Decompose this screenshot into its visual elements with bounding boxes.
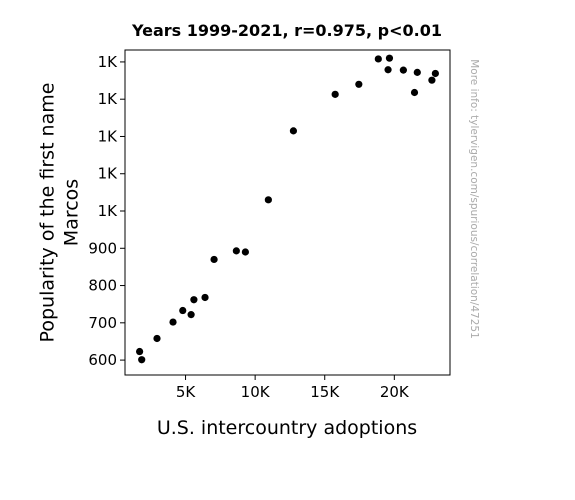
- data-point: [210, 255, 218, 264]
- y-tick-label: 1K: [98, 165, 119, 183]
- y-tick-label: 600: [88, 351, 117, 369]
- x-tick-label: 15K: [310, 383, 340, 401]
- data-point: [187, 311, 195, 319]
- y-tick-label: 1K: [98, 90, 119, 108]
- data-point: [385, 54, 394, 62]
- chart-title: Years 1999-2021, r=0.975, p<0.01: [131, 21, 442, 40]
- x-tick-label: 10K: [241, 383, 271, 401]
- data-point: [413, 68, 421, 76]
- plot-area-frame: [124, 49, 451, 376]
- y-axis-label-line: Popularity of the first name: [37, 83, 59, 343]
- data-point: [241, 248, 249, 256]
- data-points: [136, 54, 439, 364]
- data-point: [384, 66, 392, 74]
- data-point: [331, 90, 339, 98]
- data-point: [169, 318, 177, 326]
- data-point: [355, 80, 363, 88]
- y-tick-label: 1K: [98, 53, 119, 71]
- x-tick-label: 5K: [176, 383, 197, 401]
- data-point: [138, 356, 146, 364]
- y-tick-label: 1K: [98, 127, 119, 145]
- data-point: [428, 76, 436, 84]
- x-axis-label: U.S. intercountry adoptions: [157, 417, 417, 439]
- data-point: [201, 293, 209, 302]
- y-axis-label: Popularity of the first name Marcos: [37, 83, 83, 343]
- x-tick-label: 20K: [380, 383, 410, 401]
- data-point: [179, 306, 187, 315]
- data-point: [374, 55, 382, 63]
- source-watermark: More info: tylervigen.com/spurious/corre…: [468, 59, 480, 339]
- data-point: [190, 296, 198, 304]
- data-point: [410, 88, 419, 97]
- data-point: [289, 127, 298, 135]
- y-tick-label: 700: [88, 314, 117, 332]
- data-point: [399, 66, 407, 74]
- y-axis-label-line: Marcos: [61, 179, 83, 246]
- data-point: [264, 196, 272, 204]
- y-tick-label: 900: [88, 239, 117, 257]
- data-point: [136, 347, 144, 356]
- data-point: [153, 334, 161, 343]
- axis-ticks: 5K 10K 15K 20K 600 700 800 900 1K 1K 1K 1K 1K: [88, 53, 410, 401]
- y-tick-label: 800: [88, 277, 117, 295]
- y-tick-label: 1K: [98, 202, 119, 220]
- data-point: [232, 247, 240, 255]
- data-point: [431, 69, 439, 78]
